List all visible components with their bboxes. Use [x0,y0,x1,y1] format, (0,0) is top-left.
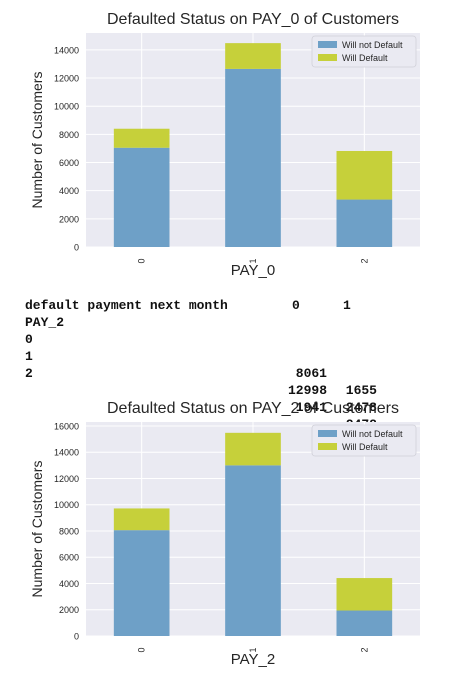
y-axis-label: Number of Customers [29,461,45,598]
legend-swatch-will-default [318,54,337,61]
crosstab-cell: 2478 [345,400,377,415]
table-row: 0 8061 1655 [25,331,445,398]
crosstab-cell: 1655 [345,383,377,398]
crosstab-cell: 1941 [295,400,327,415]
bar-will-default [336,578,393,611]
legend-swatch-will-not-default [318,430,337,437]
crosstab-output: default payment next month 0 1 PAY_2 0 8… [25,297,445,432]
bar-will-not-default [336,610,393,636]
y-tick-label: 14000 [54,448,79,458]
bar-will-default [225,43,281,69]
bar-will-default [113,128,170,148]
x-axis-label: PAY_2 [231,651,275,668]
y-tick-label: 2000 [59,214,79,224]
legend [311,424,417,457]
x-tick-label: 0 [137,258,147,263]
y-axis-label: Number of Customers [29,72,45,209]
y-tick-label: 10000 [54,102,79,112]
crosstab-index-name-row: PAY_2 [25,314,445,331]
bar-will-not-default [336,199,393,247]
y-tick-label: 12000 [54,74,79,84]
legend-label: Will Default [342,53,388,63]
bar-will-not-default [225,68,281,248]
x-tick-label: 1 [248,647,258,652]
crosstab-col0-header: 0 [292,298,300,313]
y-tick-label: 14000 [54,45,79,55]
crosstab-cell: 12998 [287,383,327,398]
crosstab-row-index: 1 [25,349,33,364]
legend-label: Will not Default [342,429,403,439]
chart-pay0: Defaulted Status on PAY_0 of Customers 0 2… [0,0,454,290]
crosstab-row-index: 0 [25,332,33,347]
chart-pay2-svg: Defaulted Status on PAY_2 of Customers 0 2… [29,400,420,668]
y-tick-label: 6000 [59,158,79,168]
x-tick-label: 1 [248,258,258,263]
y-tick-label: 8000 [59,526,79,536]
crosstab-row-index: 2 [25,366,33,381]
y-tick-label: 4000 [59,579,79,589]
y-tick-label: 4000 [59,186,79,196]
x-tick-label: 2 [359,647,369,652]
y-tick-label: 0 [74,632,79,642]
y-tick-label: 0 [74,243,79,253]
y-tick-label: 8000 [59,130,79,140]
table-row: 2 1941 2472 [25,365,445,432]
crosstab-header-row: default payment next month 0 1 [25,297,445,314]
y-tick-label: 2000 [59,605,79,615]
bar-will-default [113,508,170,531]
bar-will-default [225,432,281,466]
chart-title: Defaulted Status on PAY_2 of Customers [107,400,399,417]
legend-label: Will Default [342,442,388,452]
y-tick-label: 16000 [54,421,79,431]
crosstab-index-name: PAY_2 [25,315,65,330]
bar-will-not-default [113,530,170,636]
legend-swatch-will-default [318,443,337,450]
y-tick-label: 12000 [54,474,79,484]
chart-pay0-svg: Defaulted Status on PAY_0 of Customers 0 2… [29,11,420,279]
chart-title: Defaulted Status on PAY_0 of Customers [107,11,399,28]
x-tick-label: 2 [359,258,369,263]
y-tick-label: 10000 [54,500,79,510]
legend [311,35,417,68]
chart-pay2: Defaulted Status on PAY_2 of Customers 0 2… [0,390,454,676]
bar-will-not-default [225,465,281,636]
legend-label: Will not Default [342,40,403,50]
legend-swatch-will-not-default [318,41,337,48]
bar-will-not-default [113,147,170,247]
bar-will-default [336,150,393,200]
crosstab-col1-header: 1 [343,298,351,313]
crosstab-cell: 8061 [295,366,327,381]
crosstab-column-label: default payment next month [25,298,228,313]
y-tick-label: 6000 [59,553,79,563]
x-axis-label: PAY_0 [231,262,275,279]
x-tick-label: 0 [137,647,147,652]
table-row: 1 12998 2478 [25,348,445,415]
